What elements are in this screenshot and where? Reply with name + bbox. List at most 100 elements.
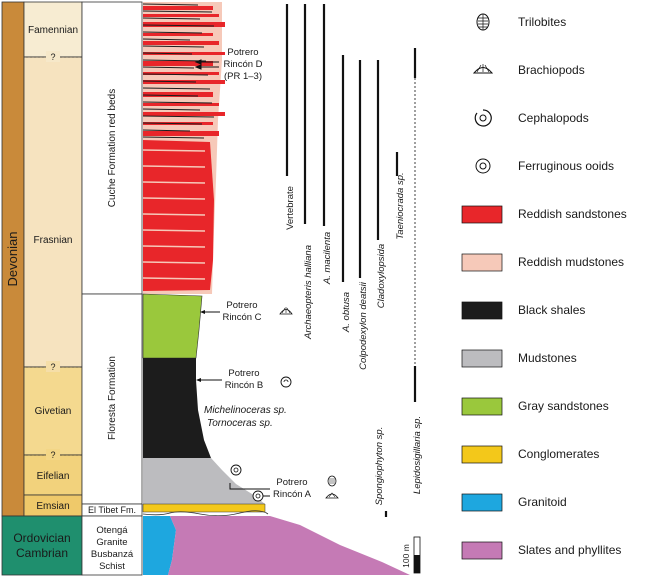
black-shale-bed [143,358,211,458]
brachiopod-icon [472,64,494,74]
brachiopod-icon [325,492,339,499]
red-sandstone-bed [143,41,219,45]
legend-swatch [461,541,503,560]
legend-label: Trilobites [518,15,566,29]
formation-floresta-cell [81,293,143,505]
legend-label: Reddish mudstones [518,255,624,269]
locality-c-name2: Rincón C [222,312,261,323]
era-cambrian-label: Cambrian [16,546,68,560]
stage-famennian-cell [23,1,83,58]
granitoid-body [143,516,176,575]
question-mark-1: ? [50,52,55,62]
era-ordovician-cambrian-cell [1,515,83,576]
dark-lamina [142,101,213,104]
conglomerate-bed [142,503,266,513]
red-sandstone-bed [143,92,213,97]
mudstone-parting [142,149,206,152]
formation-cuche-label: Cuche Formation red beds [107,89,118,207]
taxon-lepidosigillaria: Lepidosigillaria sp. [412,416,423,494]
dark-lamina [142,59,207,62]
basement-line-2: Granite [96,537,127,548]
stage-givetian-label: Givetian [35,406,72,417]
taxon-vertebrate: Vertebrate [285,186,296,230]
formation-cuche-cell [81,1,143,295]
dark-lamina [142,108,201,111]
mudstone-parting [142,277,206,280]
red-sandstone-bed [143,6,213,10]
era-devonian-label: Devonian [5,232,20,287]
basement-formation-cell [81,515,143,576]
dark-lamina [142,136,205,139]
legend-swatch [461,397,503,416]
dark-lamina [142,24,215,27]
cephalopod-icon [280,376,292,388]
legend-swatch [461,205,503,224]
legend-item: Mudstones [461,349,577,368]
legend-swatch [461,301,503,320]
red-sandstone-bed [143,112,225,116]
dark-lamina [142,17,201,20]
dark-lamina [142,3,199,6]
question-mark-2: ? [50,362,55,372]
dark-lamina [142,10,213,13]
legend-label: Black shales [518,303,585,317]
gray-sandstone-bed [142,293,203,359]
red-sandstone-bed [143,61,213,66]
taxon-spongiophyton: Spongiophyton sp. [374,427,385,506]
dark-lamina [142,94,199,97]
taxon-range-bars [285,4,417,517]
mudstone-parting [142,261,206,264]
locality-d-name: Potrero [227,47,258,58]
dark-laminae [142,3,215,280]
mudstone-parting [142,229,206,232]
locality-c-name: Potrero [226,300,257,311]
locality-d-pointers [194,59,219,70]
trilobite-icon [476,13,490,31]
legend-label: Conglomerates [518,447,599,461]
mudstone-parting [142,181,206,184]
red-sandstone-block [143,140,214,291]
mudstone-parting [142,213,206,216]
question-mark-3: ? [50,450,55,460]
legend-item: Trilobites [476,13,566,31]
taxon-a-macilenta: A. macilenta [322,232,333,285]
slates-phyllites-body [168,516,410,575]
red-sandstone-bed [143,14,219,17]
dark-lamina [142,115,215,118]
legend-label: Brachiopods [518,63,585,77]
legend-label: Mudstones [518,351,577,365]
locality-a-name2: Rincón A [273,489,312,500]
dark-lamina [142,31,203,34]
legend-item: Ferruginous ooids [475,158,614,174]
dark-lamina [142,80,197,83]
dark-lamina [142,87,211,90]
locality-d-note: (PR 1–3) [224,71,262,82]
formation-tibet-label: El Tibet Fm. [88,505,136,515]
scale-label: 100 m [401,544,411,568]
legend-swatch [461,253,503,272]
taxon-cladoxylopsida: Cladoxylopsida [376,244,387,308]
red-sandstone-bed [143,103,219,106]
dark-lamina [142,129,191,132]
mudstone-bed [143,458,265,504]
stage-frasnian-label: Frasnian [34,235,73,246]
basement-line-1: Otengá [96,525,128,536]
stage-famennian-label: Famennian [28,25,78,36]
locality-b-name2: Rincón B [225,380,264,391]
locality-d-name2: Rincón D [223,59,262,70]
uncertain-boundary-marks: ? ? ? [26,51,82,460]
era-ordovician-label: Ordovician [13,531,70,545]
legend-item: Granitoid [461,493,567,512]
dark-lamina [142,66,195,69]
legend-item: Brachiopods [472,63,585,77]
dark-lamina [142,45,205,48]
dark-lamina [142,52,193,55]
fauna-tornoceras: Tornoceras sp. [207,418,273,429]
legend-label: Reddish sandstones [518,207,627,221]
locality-a-name: Potrero [276,477,307,488]
legend: Trilobites Brachiopods Cephalopods Ferrugin… [461,13,627,560]
brachiopod-icon [279,307,293,315]
lithologic-column [142,2,410,575]
cephalopod-icon [474,109,492,127]
stage-frasnian-cell [23,56,83,368]
